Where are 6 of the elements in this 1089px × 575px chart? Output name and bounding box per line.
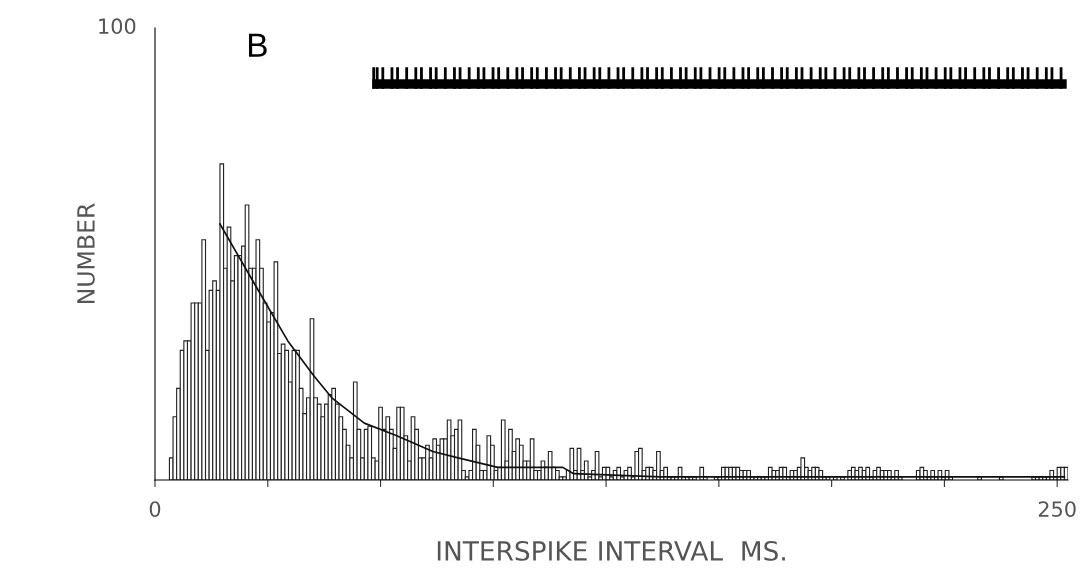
- text: 100: [99, 18, 136, 35]
- x-tick-label: 250: [1038, 501, 1076, 517]
- y-axis-title: NUMBER: [77, 203, 95, 304]
- x-axis-title: INTERSPIKE INTERVAL MS.: [437, 540, 785, 561]
- text: B: [249, 33, 267, 57]
- x-tick-label: 0: [149, 501, 161, 517]
